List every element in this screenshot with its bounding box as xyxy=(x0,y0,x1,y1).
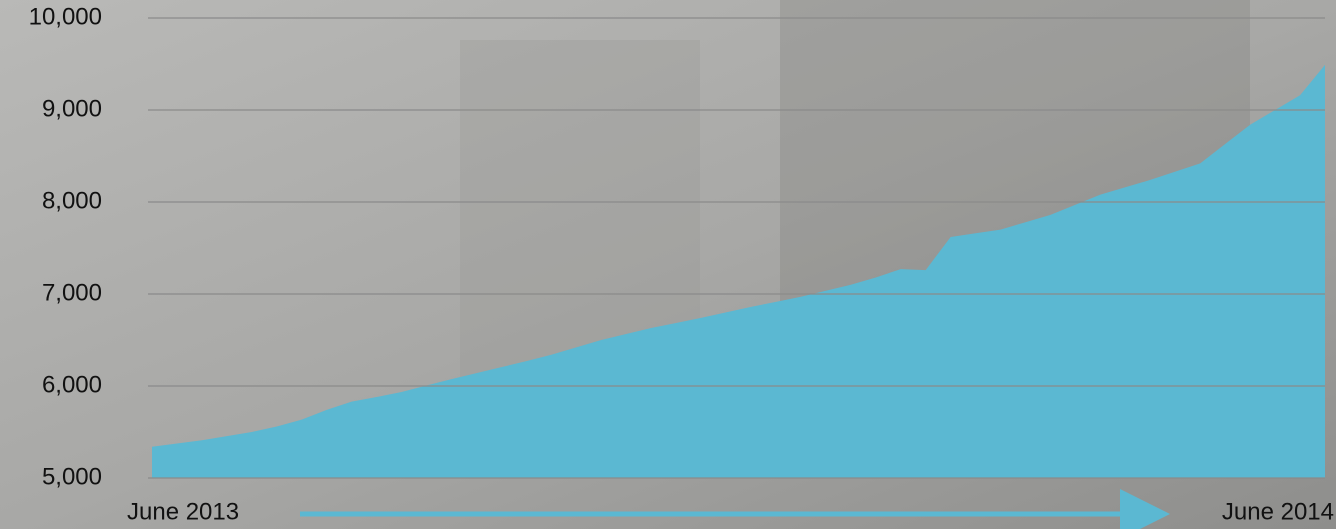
y-tick-label: 6,000 xyxy=(42,371,102,398)
y-tick-label: 9,000 xyxy=(42,95,102,122)
y-tick-label: 5,000 xyxy=(42,463,102,490)
chart: 5,000 6,000 7,000 8,000 9,000 10,000 June 2013… xyxy=(0,0,1336,529)
y-tick-label: 7,000 xyxy=(42,279,102,306)
x-tick-label: June 2014 xyxy=(1222,498,1334,525)
page: 5,000 6,000 7,000 8,000 9,000 10,000 June 2013… xyxy=(0,0,1336,529)
y-tick-label: 10,000 xyxy=(29,3,102,30)
x-tick-label: June 2013 xyxy=(127,498,239,525)
y-tick-label: 8,000 xyxy=(42,187,102,214)
